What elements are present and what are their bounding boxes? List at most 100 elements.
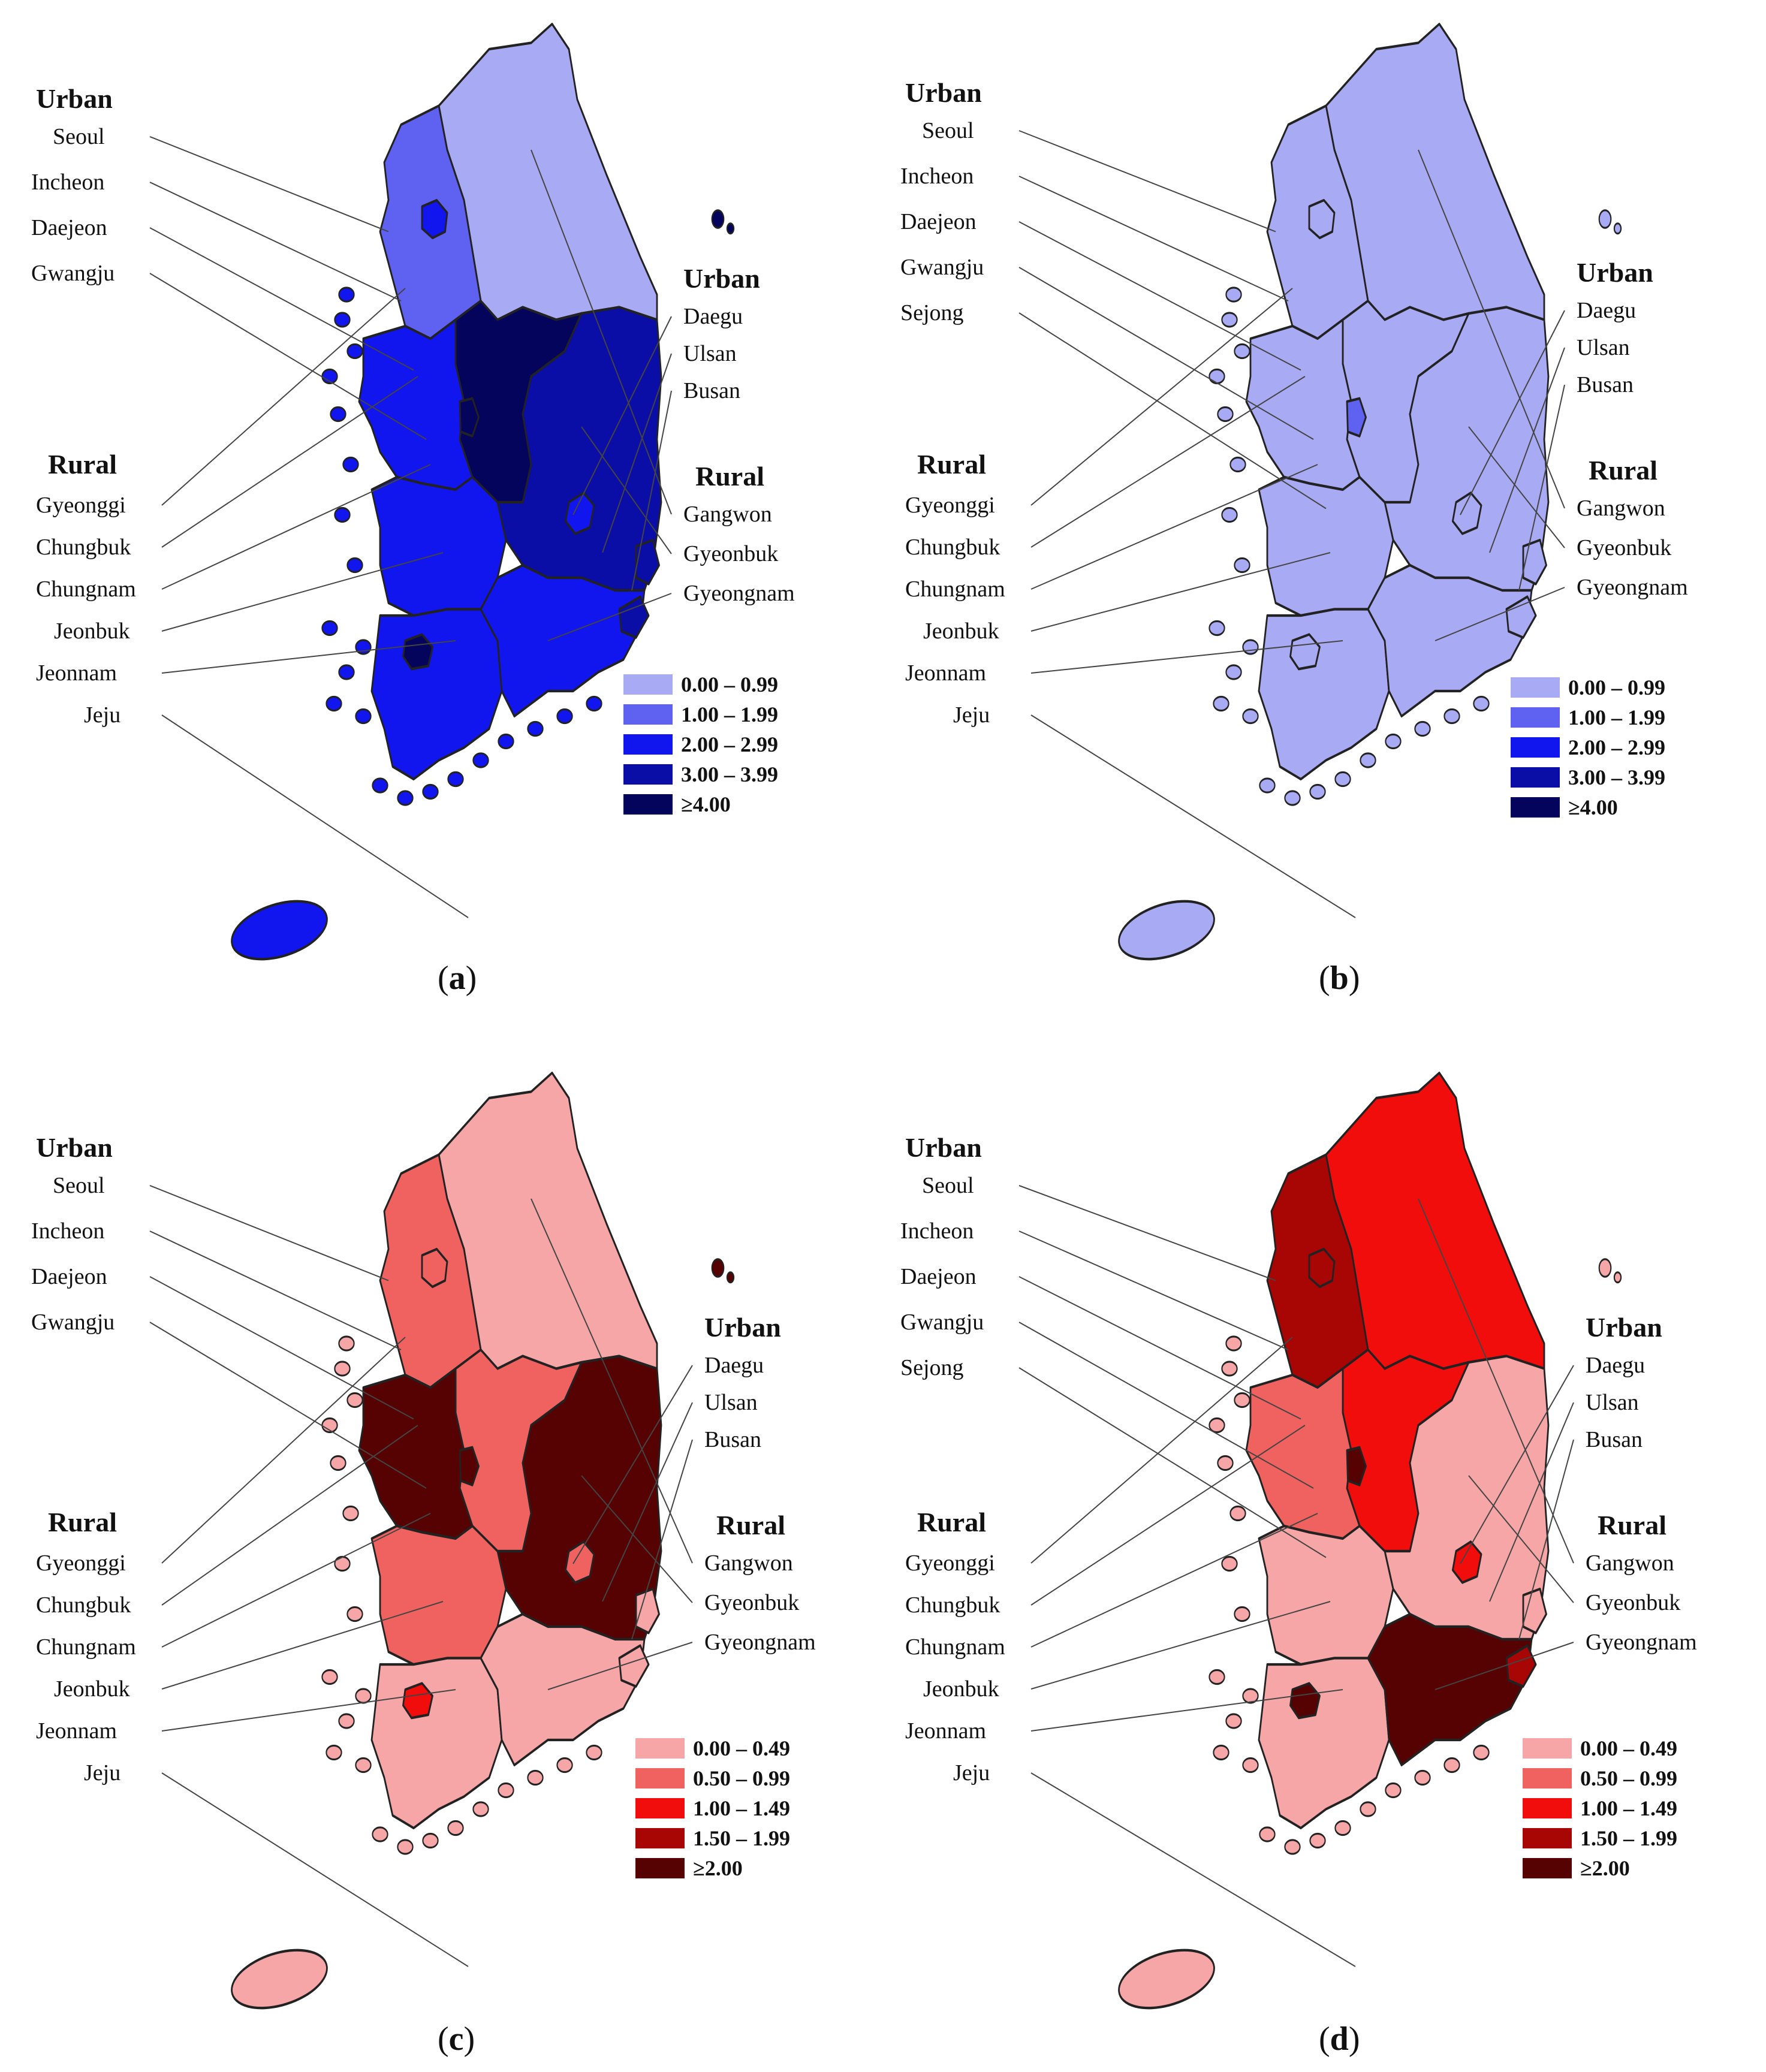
leader-line <box>1030 288 1293 506</box>
label-rural-right: Gyeonbuk <box>1577 535 1671 560</box>
region-seoul <box>1308 1247 1336 1289</box>
label-rural-right: Gangwon <box>1577 496 1665 521</box>
label-rural-left: Chungbuk <box>905 1593 1000 1618</box>
leader-line <box>161 1425 418 1606</box>
island <box>1221 1361 1238 1377</box>
map-panel-c: Urban Seoul Incheon Daejeon Gwangju Rural Gyeo… <box>31 1071 816 2058</box>
label-urban-right: Ulsan <box>1577 335 1630 360</box>
legend-swatch <box>623 674 673 695</box>
leader-line <box>1018 1230 1289 1350</box>
island <box>1209 1417 1225 1434</box>
label-rural-left: Jeju <box>953 702 990 728</box>
label-rural-left: Jeju <box>84 1760 120 1786</box>
island <box>447 771 464 788</box>
island <box>338 286 355 303</box>
leader-line <box>149 1185 389 1281</box>
label-urban-right: Daegu <box>704 1353 764 1378</box>
leader-line <box>161 1337 406 1564</box>
leader-line <box>1018 130 1276 233</box>
leader-line <box>161 1689 456 1732</box>
region-seoul <box>421 1247 448 1289</box>
leader-line <box>149 273 427 440</box>
leader-line <box>1030 464 1318 590</box>
island <box>1217 1455 1234 1471</box>
rural-header-right: Rural <box>716 1510 785 1540</box>
island <box>1234 1392 1250 1409</box>
legend: 0.00 – 0.49 0.50 – 0.99 1.00 – 1.49 1.50 – … <box>1523 1736 1677 1880</box>
rural-header-right: Rural <box>1598 1510 1666 1540</box>
legend-swatch <box>1523 1828 1572 1848</box>
island <box>338 1335 355 1352</box>
leader-line <box>1418 149 1565 509</box>
region-gwangju <box>402 633 433 671</box>
urban-header: Urban <box>36 83 113 114</box>
leader-line <box>149 136 389 233</box>
region-ulsan <box>1522 1587 1547 1634</box>
leader-line <box>1468 1475 1574 1603</box>
region-jeju <box>231 900 328 961</box>
leader-line <box>1030 1689 1343 1732</box>
legend-swatch <box>1511 767 1560 788</box>
legend-label: ≥2.00 <box>1580 1856 1630 1880</box>
leader-line <box>631 1439 693 1640</box>
region-gyeongnam <box>480 1612 646 1767</box>
legend-label: 2.00 – 2.99 <box>1568 735 1665 759</box>
rural-header-right: Rural <box>695 461 764 491</box>
leader-line <box>531 149 672 515</box>
legend-label: 1.00 – 1.99 <box>1568 705 1665 729</box>
island-ulleung <box>711 209 725 229</box>
island <box>334 1555 351 1572</box>
island <box>1213 695 1229 712</box>
legend-swatch <box>623 764 673 785</box>
region-ulsan <box>635 538 660 586</box>
label-rural-left: Gyeonggi <box>36 493 126 518</box>
legend-swatch <box>623 704 673 725</box>
leader-line <box>161 714 469 918</box>
label-urban-left: Incheon <box>900 164 974 189</box>
label-urban-right: Busan <box>1577 372 1634 397</box>
label-rural-right: Gyeongnam <box>1586 1630 1697 1655</box>
korea-map <box>231 1071 735 2010</box>
legend-swatch <box>623 734 673 755</box>
region-busan <box>618 595 650 639</box>
legend-label: 1.50 – 1.99 <box>693 1826 790 1850</box>
label-rural-left: Jeonnam <box>905 660 986 686</box>
island <box>1234 1606 1250 1622</box>
label-rural-left: Jeonbuk <box>54 619 130 644</box>
island <box>342 456 359 473</box>
island <box>556 708 573 725</box>
label-rural-left: Gyeonggi <box>905 493 995 518</box>
urban-header-right: Urban <box>1577 257 1653 288</box>
leader-line <box>1518 384 1565 591</box>
island <box>1225 664 1242 680</box>
legend-swatch <box>635 1798 685 1818</box>
leader-line <box>1030 1772 1356 1967</box>
island <box>338 1713 355 1729</box>
label-rural-right: Gangwon <box>1586 1551 1674 1576</box>
leader-line <box>1030 552 1331 632</box>
leader-line <box>1030 376 1306 548</box>
legend-swatch <box>635 1768 685 1789</box>
leader-line <box>602 353 672 553</box>
island <box>422 783 439 800</box>
urban-header-right: Urban <box>683 263 760 294</box>
region-jeonbuk <box>1258 475 1394 617</box>
island <box>556 1757 573 1774</box>
label-urban-left: Incheon <box>31 1219 104 1244</box>
region-chungnam <box>1245 1367 1361 1540</box>
region-gwangju <box>402 1682 433 1720</box>
label-urban-left: Gwangju <box>900 255 984 280</box>
island <box>1334 1820 1351 1836</box>
leader-line <box>581 426 672 554</box>
island-dokdo <box>1613 222 1622 235</box>
leader-line <box>149 182 402 301</box>
island <box>355 1688 372 1704</box>
legend-label: 0.00 – 0.49 <box>693 1736 790 1760</box>
leader-line <box>1518 1439 1574 1640</box>
region-seoul <box>1308 198 1336 240</box>
legend-label: ≥2.00 <box>693 1856 743 1880</box>
korea-map <box>231 22 735 961</box>
legend-label: 1.00 – 1.49 <box>693 1796 790 1820</box>
label-urban-left: Gwangju <box>31 261 114 286</box>
leader-line <box>161 1513 431 1648</box>
